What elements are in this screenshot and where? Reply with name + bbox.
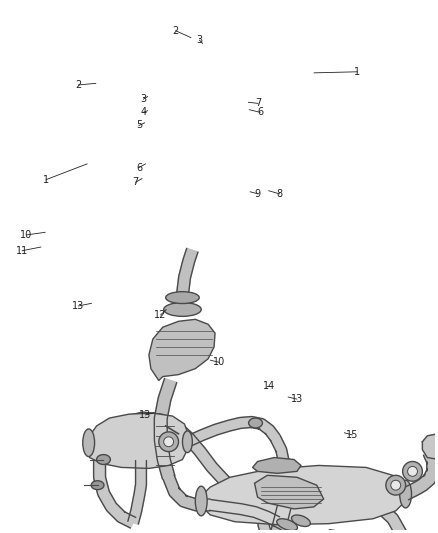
Text: 1: 1 [43, 175, 49, 184]
Polygon shape [209, 499, 280, 527]
Polygon shape [253, 457, 301, 473]
Polygon shape [403, 450, 438, 500]
Ellipse shape [249, 418, 262, 428]
Text: 8: 8 [276, 189, 283, 199]
Ellipse shape [91, 481, 104, 490]
Polygon shape [154, 378, 177, 479]
Polygon shape [232, 505, 291, 533]
Polygon shape [177, 248, 198, 310]
Polygon shape [422, 434, 438, 459]
Text: 5: 5 [136, 120, 142, 131]
Text: 2: 2 [75, 80, 81, 90]
Polygon shape [128, 461, 146, 524]
Ellipse shape [292, 515, 311, 527]
Text: 7: 7 [132, 177, 139, 187]
Ellipse shape [96, 455, 110, 464]
Polygon shape [94, 412, 287, 530]
Text: 13: 13 [72, 301, 85, 311]
Text: 6: 6 [136, 163, 142, 173]
Polygon shape [149, 319, 215, 381]
Text: 11: 11 [16, 246, 28, 256]
Ellipse shape [166, 292, 199, 303]
Ellipse shape [195, 486, 207, 516]
Text: 6: 6 [257, 107, 263, 117]
Text: 14: 14 [263, 382, 275, 391]
Circle shape [403, 462, 422, 481]
Text: 4: 4 [140, 107, 146, 117]
Polygon shape [163, 475, 210, 511]
Circle shape [408, 466, 417, 477]
Circle shape [159, 432, 179, 451]
Text: 3: 3 [197, 35, 203, 45]
Text: 13: 13 [139, 410, 152, 420]
Polygon shape [282, 489, 411, 533]
Text: 1: 1 [354, 67, 360, 77]
Circle shape [391, 480, 401, 490]
Text: 15: 15 [346, 430, 358, 440]
Circle shape [386, 475, 406, 495]
Text: 13: 13 [291, 394, 303, 404]
Ellipse shape [164, 303, 201, 317]
Circle shape [164, 437, 173, 447]
Text: 10: 10 [213, 357, 225, 367]
Text: 10: 10 [21, 230, 33, 240]
Ellipse shape [83, 429, 95, 457]
Polygon shape [328, 530, 361, 533]
Polygon shape [185, 417, 279, 447]
Text: 7: 7 [255, 99, 261, 108]
Polygon shape [254, 475, 324, 509]
Polygon shape [87, 413, 188, 469]
Polygon shape [258, 435, 314, 533]
Ellipse shape [400, 480, 412, 508]
Ellipse shape [277, 519, 297, 531]
Polygon shape [200, 465, 406, 524]
Text: 9: 9 [255, 189, 261, 199]
Text: 3: 3 [140, 94, 146, 104]
Ellipse shape [183, 431, 192, 453]
Text: 12: 12 [155, 310, 167, 320]
Text: 2: 2 [173, 26, 179, 36]
